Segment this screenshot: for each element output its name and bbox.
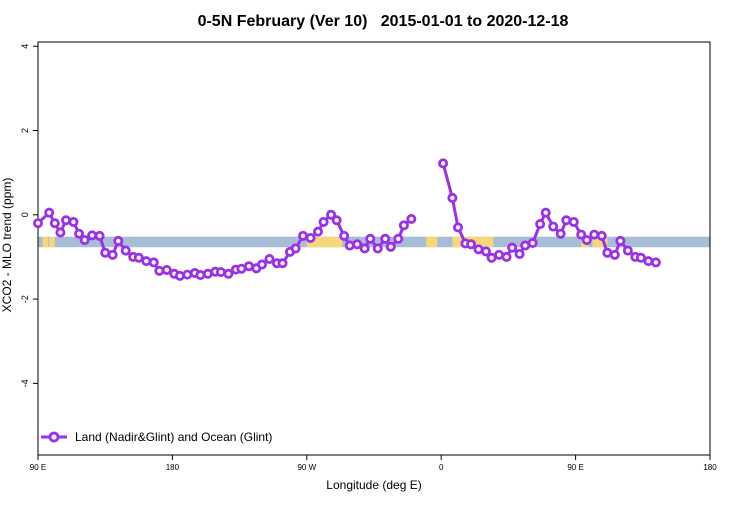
legend-marker-swatch bbox=[48, 431, 60, 443]
data-point bbox=[609, 249, 620, 260]
data-point bbox=[44, 207, 55, 218]
data-point bbox=[581, 235, 592, 246]
data-point bbox=[359, 243, 370, 254]
x-axis-label: Longitude (deg E) bbox=[326, 478, 421, 492]
data-point bbox=[438, 158, 449, 169]
y-axis-label: XCO2 - MLO trend (ppm) bbox=[0, 178, 14, 313]
data-point bbox=[161, 264, 172, 275]
land-band-segment bbox=[306, 236, 343, 248]
data-point bbox=[305, 232, 316, 243]
data-point bbox=[318, 216, 329, 227]
data-point bbox=[141, 256, 152, 267]
data-point bbox=[148, 257, 159, 268]
data-point bbox=[107, 249, 118, 260]
data-point bbox=[514, 248, 525, 259]
data-point bbox=[339, 230, 350, 241]
data-point bbox=[264, 254, 275, 265]
data-point bbox=[61, 215, 72, 226]
data-point bbox=[277, 258, 288, 269]
y-tick-label: 2 bbox=[20, 128, 30, 133]
plot-area: 4 2 0 -2 -4 90 E 180 90 W 0 90 E 180 bbox=[20, 41, 717, 472]
data-point bbox=[527, 238, 538, 249]
data-point bbox=[174, 270, 185, 281]
chart-title: 0-5N February (Ver 10) 2015-01-01 to 202… bbox=[198, 13, 569, 30]
data-point bbox=[507, 242, 518, 253]
data-point bbox=[480, 246, 491, 257]
data-point bbox=[326, 209, 337, 220]
data-point bbox=[182, 269, 193, 280]
land-band-segment bbox=[42, 236, 49, 248]
x-tick-label: 90 E bbox=[30, 463, 46, 472]
data-point bbox=[312, 226, 323, 237]
data-point bbox=[94, 230, 105, 241]
data-point bbox=[215, 267, 226, 278]
data-point bbox=[74, 228, 85, 239]
data-point bbox=[501, 251, 512, 262]
data-point bbox=[372, 243, 383, 254]
x-tick-label: 90 W bbox=[297, 463, 316, 472]
data-point bbox=[393, 233, 404, 244]
data-point bbox=[113, 235, 124, 246]
data-point bbox=[406, 213, 417, 224]
data-point bbox=[447, 192, 458, 203]
x-tick-label: 0 bbox=[439, 463, 444, 472]
data-point bbox=[154, 265, 165, 276]
data-point bbox=[650, 257, 661, 268]
x-tick-label: 180 bbox=[703, 463, 717, 472]
data-point bbox=[535, 219, 546, 230]
data-point bbox=[635, 252, 646, 263]
data-point bbox=[68, 216, 79, 227]
data-point bbox=[576, 229, 587, 240]
x-tick-label: 180 bbox=[166, 463, 180, 472]
y-tick-label: 0 bbox=[20, 212, 30, 217]
data-point bbox=[540, 207, 551, 218]
land-band-segment bbox=[52, 236, 55, 248]
data-point bbox=[223, 268, 234, 279]
data-point bbox=[120, 245, 131, 256]
data-point bbox=[365, 233, 376, 244]
y-tick-label: -2 bbox=[20, 295, 30, 303]
data-point bbox=[589, 229, 600, 240]
data-point bbox=[79, 235, 90, 246]
legend: Land (Nadir&Glint) and Ocean (Glint) bbox=[41, 430, 272, 444]
plot-frame bbox=[37, 41, 711, 456]
data-point bbox=[466, 239, 477, 250]
land-band-segment bbox=[49, 236, 52, 248]
data-point bbox=[33, 218, 44, 229]
data-point bbox=[568, 216, 579, 227]
data-point bbox=[555, 228, 566, 239]
data-point bbox=[55, 227, 66, 238]
data-point bbox=[398, 220, 409, 231]
data-point bbox=[385, 241, 396, 252]
data-point bbox=[452, 222, 463, 233]
y-tick-label: 4 bbox=[20, 44, 30, 49]
legend-label: Land (Nadir&Glint) and Ocean (Glint) bbox=[75, 430, 272, 444]
data-point bbox=[380, 233, 391, 244]
data-point bbox=[290, 243, 301, 254]
data-point bbox=[561, 215, 572, 226]
data-point bbox=[133, 252, 144, 263]
data-point bbox=[596, 230, 607, 241]
data-point bbox=[352, 239, 363, 250]
land-band-segment bbox=[592, 236, 608, 248]
data-point bbox=[195, 270, 206, 281]
data-point bbox=[49, 218, 60, 229]
x-tick-label: 90 E bbox=[567, 463, 583, 472]
data-point bbox=[344, 240, 355, 251]
data-point bbox=[331, 215, 342, 226]
land-band-segment bbox=[426, 236, 438, 248]
y-tick-label: -4 bbox=[20, 379, 30, 387]
data-point bbox=[548, 221, 559, 232]
data-point bbox=[622, 245, 633, 256]
data-point bbox=[256, 259, 267, 270]
data-point bbox=[615, 235, 626, 246]
data-point bbox=[643, 256, 654, 267]
